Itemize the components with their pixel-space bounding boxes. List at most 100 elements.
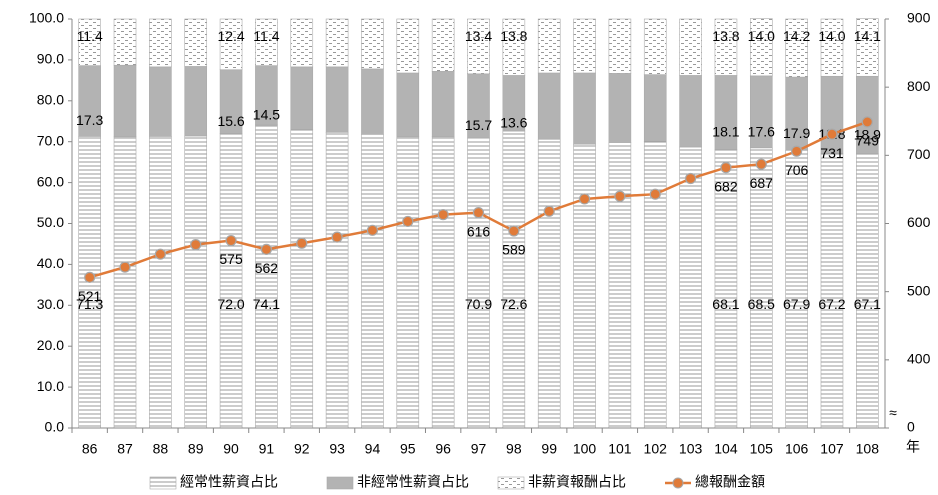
- line-marker: [791, 145, 803, 157]
- bar-segment: [78, 18, 101, 66]
- line-marker: [331, 231, 343, 243]
- data-label: 11.4: [77, 28, 103, 44]
- bar-segment: [502, 130, 526, 429]
- legend-swatch: [149, 476, 177, 490]
- line-marker: [508, 225, 520, 237]
- bar-segment: [608, 73, 632, 143]
- bar-segment: [396, 18, 420, 74]
- x-tick-label: 92: [294, 441, 310, 457]
- x-tick-label: 88: [153, 441, 169, 457]
- data-label: 562: [255, 260, 279, 276]
- bar-segment: [149, 136, 172, 429]
- bar-segment: [113, 18, 137, 66]
- bar-segment: [325, 131, 349, 429]
- bar-segment: [856, 153, 879, 429]
- line-marker: [614, 190, 626, 202]
- y2-tick-label: 500: [907, 282, 931, 298]
- bar-segment: [431, 136, 455, 429]
- bar-segment: [290, 18, 314, 68]
- data-label: 68.5: [748, 296, 775, 312]
- y-tick-label: 10.0: [37, 378, 64, 394]
- data-label: 687: [750, 175, 774, 191]
- data-label: 67.2: [818, 296, 845, 312]
- y-tick-label: 60.0: [37, 173, 64, 189]
- x-tick-label: 93: [329, 441, 345, 457]
- data-label: 67.1: [854, 296, 881, 312]
- bar-segment: [714, 18, 738, 76]
- y-tick-label: 20.0: [37, 337, 64, 353]
- bar-segment: [820, 152, 844, 429]
- bar-segment: [184, 66, 208, 137]
- y-tick-label: 70.0: [37, 132, 64, 148]
- data-label: 749: [856, 133, 880, 149]
- data-label: 521: [78, 288, 102, 304]
- legend-swatch: [326, 476, 354, 490]
- legend-swatch: [672, 477, 684, 489]
- y2-tick-label: 0: [907, 419, 915, 435]
- data-label: 11.4: [253, 28, 279, 44]
- data-label: 18.1: [712, 124, 739, 140]
- bar-segment: [396, 136, 420, 429]
- bar-segment: [679, 18, 702, 76]
- data-label: 17.6: [748, 123, 775, 139]
- data-label: 17.3: [76, 112, 103, 128]
- x-tick-label: 94: [365, 441, 381, 457]
- data-label: 731: [820, 145, 844, 161]
- bar-segment: [537, 18, 561, 74]
- line-marker: [861, 116, 873, 128]
- data-label: 15.7: [465, 117, 492, 133]
- bar-segment: [290, 129, 314, 429]
- y2-tick-label: 700: [907, 146, 931, 162]
- bar-segment: [325, 66, 349, 133]
- data-label: 74.1: [253, 296, 280, 312]
- y-tick-label: 80.0: [37, 92, 64, 108]
- line-marker: [472, 206, 485, 219]
- data-label: 14.0: [748, 28, 775, 44]
- y-tick-label: 90.0: [37, 51, 64, 67]
- data-label: 14.0: [818, 28, 845, 44]
- x-tick-label: 100: [573, 441, 597, 457]
- x-tick-label: 87: [117, 441, 133, 457]
- data-label: 12.4: [217, 28, 244, 44]
- bar-segment: [820, 18, 844, 77]
- legend-label: 非薪資報酬占比: [528, 474, 626, 490]
- x-tick-label: 107: [820, 441, 844, 457]
- bar-segment: [608, 18, 632, 74]
- data-label: 70.9: [465, 296, 492, 312]
- x-tick-label: 90: [223, 441, 239, 457]
- x-tick-label: 95: [400, 441, 416, 457]
- line-marker: [684, 172, 697, 185]
- data-label: 13.8: [712, 28, 739, 44]
- data-label: 71.3: [76, 296, 103, 312]
- data-label: 17.9: [783, 125, 810, 141]
- axis-break: ≈: [889, 405, 897, 421]
- bar-segment: [573, 72, 596, 145]
- data-label: 15.6: [217, 113, 244, 129]
- bar-segment: [396, 72, 420, 138]
- x-tick-label: 96: [435, 441, 451, 457]
- bar-segment: [290, 66, 314, 130]
- y2-tick-label: 800: [907, 78, 931, 94]
- data-label: 14.2: [783, 28, 810, 44]
- bar-segment: [679, 75, 702, 148]
- bar-segment: [113, 64, 137, 138]
- bar-segment: [255, 18, 278, 66]
- bar-segment: [219, 18, 243, 71]
- bar-segment: [749, 18, 773, 77]
- line-marker: [543, 205, 555, 217]
- data-label: 18.9: [854, 126, 881, 142]
- line-marker: [720, 162, 732, 174]
- bar-segment: [149, 66, 172, 137]
- bar-segment: [785, 18, 808, 78]
- y2-tick-label: 900: [907, 10, 931, 26]
- bar-segment: [325, 18, 349, 68]
- y-tick-label: 30.0: [37, 296, 64, 312]
- legend-swatch: [497, 476, 525, 490]
- data-label: 575: [219, 251, 243, 267]
- line-marker: [826, 128, 838, 140]
- data-label: 72.6: [500, 296, 527, 312]
- bar-segment: [502, 18, 526, 76]
- x-tick-label: 99: [541, 441, 557, 457]
- x-tick-label: 102: [644, 441, 668, 457]
- data-label: 13.4: [465, 28, 492, 44]
